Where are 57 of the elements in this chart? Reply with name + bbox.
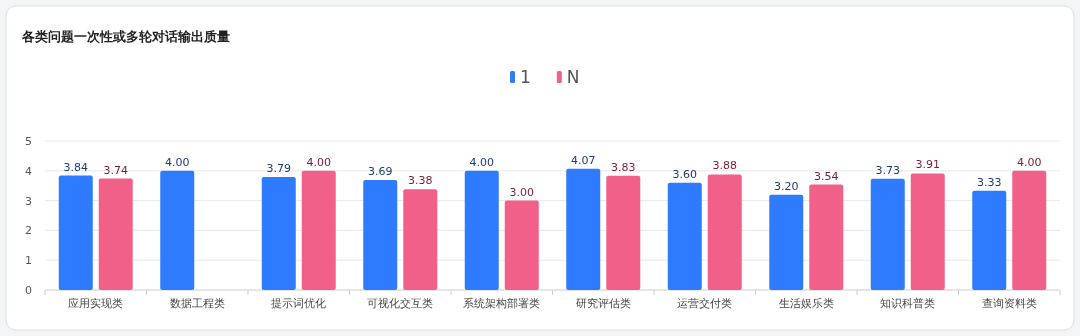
x-tick-label: 查询资料类	[981, 297, 1037, 310]
data-label: 3.73	[875, 163, 900, 177]
x-tick-label: 应用实现类	[68, 297, 124, 310]
data-label: 3.54	[814, 169, 839, 183]
data-label: 4.00	[1017, 155, 1042, 169]
y-tick-label: 2	[25, 224, 32, 238]
bar	[870, 178, 905, 290]
bar	[606, 175, 641, 290]
y-tick-label: 1	[25, 254, 32, 268]
bar	[566, 168, 601, 290]
data-label: 3.79	[266, 162, 291, 176]
data-label: 3.33	[977, 175, 1002, 189]
bar	[1012, 170, 1047, 290]
data-label: 3.60	[672, 167, 697, 181]
data-label: 3.84	[63, 160, 88, 174]
x-tick-label: 提示词优化	[271, 297, 327, 310]
data-label: 4.00	[469, 155, 494, 169]
bar	[972, 190, 1007, 290]
x-tick-label: 生活娱乐类	[778, 297, 834, 310]
bar	[58, 175, 93, 290]
bar	[160, 170, 195, 290]
data-label: 3.91	[915, 158, 940, 172]
x-tick-label: 研究评估类	[575, 297, 631, 310]
bar	[769, 194, 804, 290]
y-tick-label: 3	[25, 194, 32, 208]
bar	[363, 180, 398, 290]
bar	[403, 189, 438, 290]
data-label: 4.00	[306, 155, 331, 169]
bar	[504, 200, 539, 290]
x-tick-label: 数据工程类	[169, 297, 225, 310]
bar	[707, 174, 742, 290]
bar	[98, 178, 133, 290]
y-tick-label: 4	[25, 164, 32, 178]
bar	[809, 184, 844, 290]
data-label: 3.88	[712, 159, 737, 173]
data-label: 3.83	[611, 160, 636, 174]
data-label: 4.00	[165, 155, 190, 169]
data-label: 3.20	[774, 179, 799, 193]
x-tick-label: 运营交付类	[677, 297, 733, 310]
data-label: 3.38	[408, 174, 433, 188]
y-tick-label: 0	[25, 284, 32, 297]
chart-title: 各类问题一次性或多轮对话输出质量	[21, 29, 230, 44]
data-label: 3.69	[368, 165, 393, 179]
bar	[261, 177, 296, 290]
data-label: 4.07	[571, 153, 596, 167]
bar	[464, 170, 499, 290]
legend-label: 1	[520, 67, 531, 87]
x-tick-label: 知识科普类	[880, 297, 936, 310]
bar	[910, 173, 945, 290]
data-label: 3.00	[509, 185, 534, 199]
y-tick-label: 5	[25, 135, 32, 148]
x-tick-label: 可视化交互类	[367, 297, 434, 310]
legend-label: N	[566, 67, 580, 87]
bar	[301, 170, 336, 290]
bar	[667, 182, 702, 290]
data-label: 3.74	[103, 163, 128, 177]
x-tick-label: 系统架构部署类	[463, 297, 541, 310]
